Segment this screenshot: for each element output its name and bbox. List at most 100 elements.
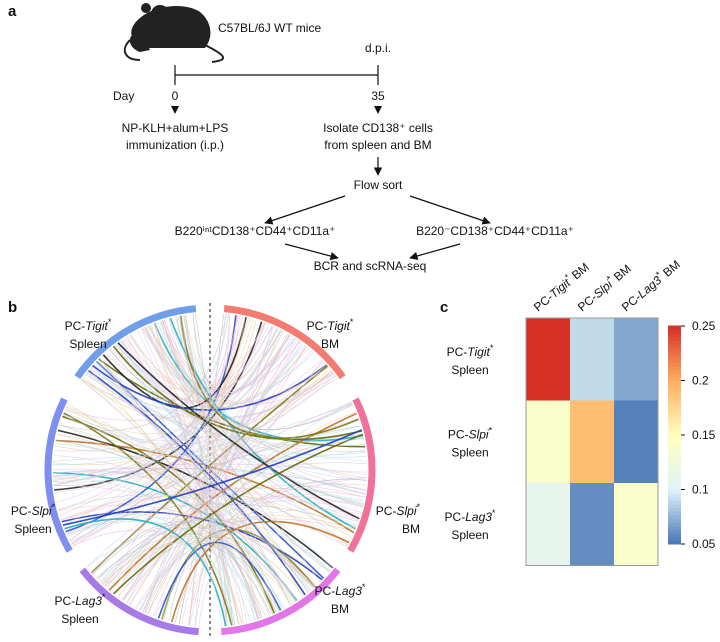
colorbar-step xyxy=(668,430,681,436)
day: Day xyxy=(113,89,134,103)
chord xyxy=(145,326,296,395)
chord xyxy=(120,340,357,528)
isolate: Isolate CD138⁺ cells xyxy=(323,121,433,135)
chord xyxy=(53,322,264,480)
group-label: PC-Lag3* BM xyxy=(315,582,366,616)
colorbar-step xyxy=(668,354,681,360)
chord xyxy=(140,378,338,612)
chord xyxy=(144,327,274,615)
colorbar-step xyxy=(668,387,681,392)
tissue: Spleen xyxy=(69,337,106,351)
group-name: PC-Lag3* xyxy=(445,508,496,524)
heatmap-cell xyxy=(526,318,570,401)
mark: * xyxy=(563,272,572,282)
mark: * xyxy=(490,343,494,353)
chord xyxy=(62,414,364,505)
tissue: Spleen xyxy=(451,528,488,542)
colorbar-step xyxy=(668,470,681,476)
gene: Lag3 xyxy=(75,594,102,608)
group-label: PC-Lag3* Spleen xyxy=(55,592,106,626)
chord xyxy=(117,342,360,520)
mouse-icon xyxy=(123,3,224,63)
chord xyxy=(122,345,307,601)
group-label: PC-Slpi*Spleen xyxy=(11,502,56,536)
group-arc xyxy=(347,397,376,553)
colorbar-step xyxy=(668,496,681,501)
chord xyxy=(89,322,266,401)
day-0: 0 xyxy=(172,89,179,103)
colorbar-step xyxy=(668,350,681,356)
chord xyxy=(56,325,273,503)
heatmap-cell xyxy=(614,483,658,566)
colorbar-step xyxy=(668,405,681,411)
colorbar-step xyxy=(668,456,681,461)
chord xyxy=(53,468,366,495)
colorbar-step xyxy=(668,485,681,490)
mark: * xyxy=(416,502,420,512)
group-arc xyxy=(221,567,341,636)
chord xyxy=(69,434,363,541)
colorbar-step xyxy=(668,478,681,483)
group-label: PC-Slpi* BM xyxy=(376,502,421,536)
chord xyxy=(62,429,363,526)
colorbar-step xyxy=(668,390,681,396)
chord xyxy=(118,342,367,456)
chord xyxy=(168,318,360,520)
tissue: Spleen xyxy=(451,363,488,377)
tissue: Spleen xyxy=(61,612,98,626)
chord xyxy=(64,518,227,627)
group-name: PC-Lag3* xyxy=(315,582,366,598)
colorbar-tick-label: 0.15 xyxy=(692,428,716,442)
mark: * xyxy=(362,582,366,592)
chord xyxy=(53,455,259,620)
colorbar-step xyxy=(668,532,681,538)
chord xyxy=(183,315,284,409)
colorbar-tick-label: 0.2 xyxy=(692,374,709,388)
chord xyxy=(102,317,247,409)
mark: * xyxy=(605,273,614,283)
chord xyxy=(86,534,223,627)
colorbar-step xyxy=(668,376,681,381)
group-name: PC-Tigit* xyxy=(307,317,354,333)
chord xyxy=(142,329,281,612)
colorbar-step xyxy=(668,343,681,349)
down-triangles xyxy=(171,106,382,114)
chord xyxy=(65,492,353,538)
colorbar-step xyxy=(668,383,681,389)
chord xyxy=(66,503,357,536)
group-name: PC-Lag3* xyxy=(55,592,106,608)
chord xyxy=(59,424,366,460)
colorbar-step xyxy=(668,445,681,451)
prefix: PC- xyxy=(376,504,397,518)
chord xyxy=(108,349,311,591)
flow-arrows xyxy=(264,157,491,261)
chord xyxy=(91,366,335,420)
colorbar-step xyxy=(668,380,681,385)
timeline xyxy=(174,65,379,85)
colorbar-step xyxy=(668,434,681,440)
chord xyxy=(81,379,366,452)
mark: * xyxy=(108,317,112,327)
chord xyxy=(144,372,334,614)
gene: Slpi xyxy=(469,428,489,442)
colorbar-step xyxy=(668,503,681,509)
heatmap-cell xyxy=(570,400,614,483)
chord xyxy=(111,348,310,593)
chord xyxy=(117,542,272,615)
group-label: PC-Tigit* BM xyxy=(307,317,354,351)
colorbar-step xyxy=(668,441,681,447)
colorbar-step xyxy=(668,358,681,363)
chord xyxy=(194,339,298,627)
tissue: BM xyxy=(402,522,420,536)
chord xyxy=(161,320,334,405)
mark: * xyxy=(102,592,106,602)
chord xyxy=(160,320,303,597)
chord xyxy=(176,316,353,431)
group-name: PC-Slpi* xyxy=(448,426,493,442)
heatmap-cell xyxy=(570,483,614,566)
colorbar-step xyxy=(668,474,681,480)
group-arc xyxy=(44,397,73,553)
chord xyxy=(52,468,291,606)
heatmap-cell xyxy=(526,400,570,483)
